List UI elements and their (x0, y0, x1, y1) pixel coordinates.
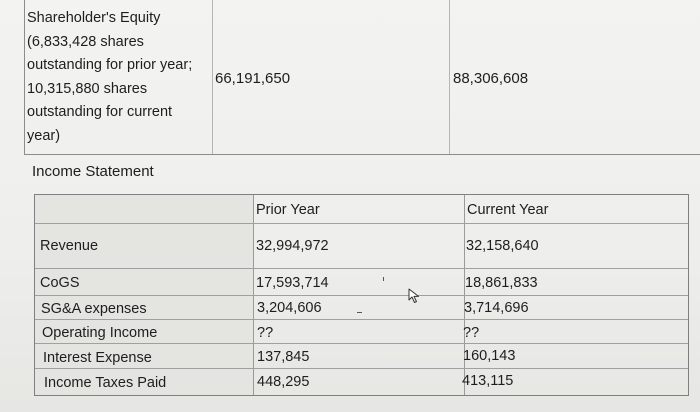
equity-label-line: 10,315,880 shares (27, 80, 148, 97)
row-current-cogs: 18,861,833 (465, 275, 538, 291)
equity-label-cell: Shareholder's Equity (6,833,428 shares o… (25, 0, 213, 154)
row-label-cogs: CoGS (40, 275, 80, 291)
row-divider (35, 223, 688, 224)
header-prior-year: Prior Year (256, 202, 320, 218)
equity-current-cell: 88,306,608 (449, 0, 700, 154)
row-divider (35, 319, 688, 320)
row-divider (35, 268, 688, 269)
row-prior-operating-income: ?? (257, 325, 274, 341)
row-prior-cogs: 17,593,714 (256, 275, 329, 291)
row-prior-income-taxes-paid: 448,295 (257, 374, 310, 390)
revenue-label: Revenue (40, 238, 99, 254)
revenue-current: 32,158,640 (466, 238, 539, 254)
equity-label-line: outstanding for current (27, 104, 173, 120)
row-prior-interest-expense: 137,845 (257, 349, 310, 365)
row-divider (35, 343, 688, 344)
row-divider (35, 295, 688, 296)
row-label-operating-income: Operating Income (42, 325, 158, 341)
row-current-sga: 3,714,696 (464, 300, 529, 316)
equity-label-line: outstanding for prior year; (27, 57, 193, 73)
equity-table: Shareholder's Equity (6,833,428 shares o… (24, 0, 700, 155)
header-current-year: Current Year (467, 202, 549, 218)
row-label-interest-expense: Interest Expense (43, 350, 152, 366)
row-current-interest-expense: 160,143 (463, 348, 516, 364)
income-statement-title: Income Statement (32, 163, 154, 180)
equity-current-value: 88,306,608 (453, 70, 529, 87)
equity-prior-cell: 66,191,650 (213, 0, 450, 154)
equity-label-line: Shareholder's Equity (27, 10, 161, 26)
row-current-income-taxes-paid: 413,115 (462, 373, 514, 389)
row-label-sga: SG&A expenses (41, 301, 147, 317)
revenue-prior: 32,994,972 (256, 238, 329, 254)
row-divider (35, 368, 688, 369)
row-current-operating-income: ?? (463, 325, 480, 341)
row-prior-sga: 3,204,606 (257, 300, 322, 316)
income-statement-table: Prior Year Current Year Revenue 32,994,9… (34, 194, 689, 396)
equity-label-line: (6,833,428 shares (27, 33, 144, 50)
mouse-pointer-icon (408, 288, 419, 303)
row-label-income-taxes-paid: Income Taxes Paid (44, 375, 167, 391)
stray-mark (383, 277, 384, 281)
stray-mark (357, 312, 362, 313)
equity-prior-value: 66,191,650 (215, 70, 291, 87)
equity-label-line: year) (27, 127, 61, 144)
